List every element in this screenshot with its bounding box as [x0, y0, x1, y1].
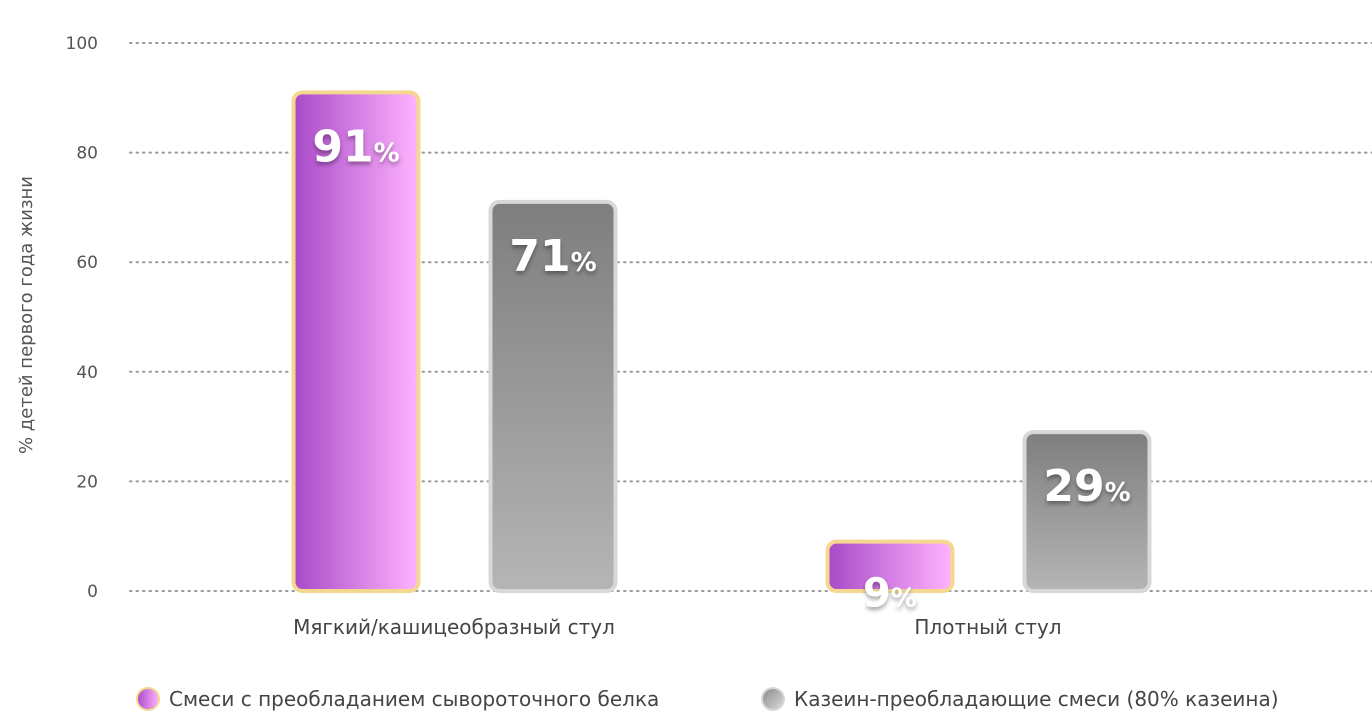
x-category-label: Мягкий/кашицеобразный стул: [293, 615, 615, 639]
y-tick-label: 40: [76, 363, 98, 383]
bar: [1022, 430, 1152, 593]
legend-marker: [136, 687, 160, 711]
x-category-label: Плотный стул: [914, 615, 1061, 639]
y-tick-label: 80: [76, 144, 98, 164]
bar-value-label: 71%: [509, 231, 596, 282]
y-axis-label: % детей первого года жизни: [16, 176, 37, 454]
y-tick-label: 20: [76, 472, 98, 492]
y-tick-label: 60: [76, 253, 98, 273]
bar: [291, 90, 421, 593]
bar: [488, 199, 618, 593]
legend-label: Смеси с преобладанием сывороточного белк…: [169, 687, 659, 711]
legend-marker: [761, 687, 785, 711]
bar-value-label: 9%: [863, 571, 917, 617]
bar-value-label: 29%: [1043, 461, 1130, 512]
y-tick-label: 0: [87, 582, 98, 602]
bar: [825, 539, 955, 593]
legend-label: Казеин-преобладающие смеси (80% казеина): [794, 687, 1279, 711]
bar-value-label: 91%: [312, 121, 399, 172]
y-tick-label: 100: [66, 34, 98, 54]
